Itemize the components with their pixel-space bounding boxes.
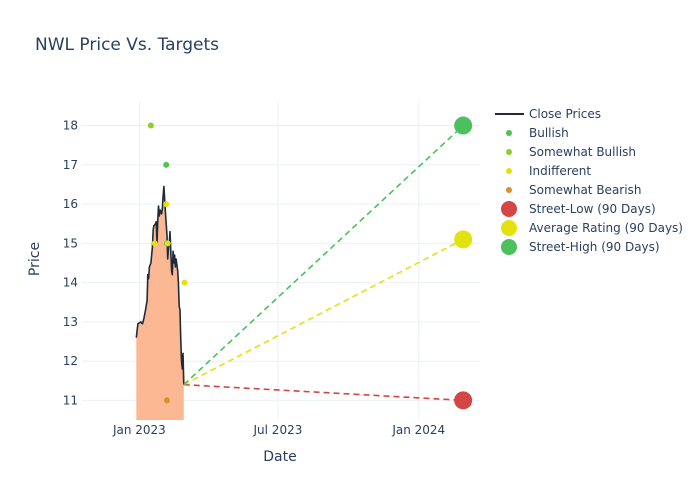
legend-swatch-dot bbox=[506, 187, 512, 193]
x-tick-label: Jul 2023 bbox=[253, 423, 303, 437]
rating-point bbox=[147, 122, 154, 129]
x-tick-label: Jan 2024 bbox=[391, 423, 445, 437]
legend-label: Street-Low (90 Days) bbox=[529, 202, 656, 216]
legend-label: Bullish bbox=[529, 126, 569, 140]
target-projection-line bbox=[183, 383, 464, 402]
legend-swatch-dot bbox=[506, 168, 512, 174]
legend-swatch-marker bbox=[501, 201, 517, 217]
y-tick-label: 18 bbox=[63, 119, 78, 133]
legend: Close Prices Bullish Somewhat Bullish Indif… bbox=[495, 107, 683, 255]
legend-label: Somewhat Bullish bbox=[529, 145, 636, 159]
x-axis-ticks: Jan 2023 Jul 2023 Jan 2024 bbox=[112, 423, 445, 437]
legend-swatch-marker bbox=[501, 220, 517, 236]
target-marker bbox=[454, 116, 473, 135]
legend-label: Somewhat Bearish bbox=[529, 183, 641, 197]
legend-label: Indifferent bbox=[529, 164, 591, 178]
y-axis-ticks: 11 12 13 14 15 16 17 18 bbox=[63, 119, 78, 408]
y-tick-label: 13 bbox=[63, 315, 78, 329]
y-tick-label: 17 bbox=[63, 158, 78, 172]
legend-swatch-dot bbox=[506, 130, 512, 136]
y-tick-label: 15 bbox=[63, 236, 78, 250]
plot-area bbox=[135, 116, 473, 420]
rating-point bbox=[163, 397, 170, 404]
rating-point bbox=[163, 161, 170, 168]
legend-swatch-dot bbox=[506, 149, 512, 155]
legend-label: Street-High (90 Days) bbox=[529, 240, 660, 254]
y-tick-label: 14 bbox=[63, 276, 78, 290]
target-projection-line bbox=[183, 238, 464, 386]
rating-point bbox=[151, 240, 158, 247]
y-tick-label: 11 bbox=[63, 393, 78, 407]
target-marker bbox=[454, 391, 473, 410]
target-projection-line bbox=[183, 124, 464, 386]
legend-label: Close Prices bbox=[529, 107, 601, 121]
y-tick-label: 12 bbox=[63, 354, 78, 368]
y-tick-label: 16 bbox=[63, 197, 78, 211]
close-price-area bbox=[136, 186, 184, 420]
rating-point bbox=[181, 279, 188, 286]
close-price-line bbox=[135, 185, 185, 385]
legend-label: Average Rating (90 Days) bbox=[529, 221, 683, 235]
rating-point bbox=[163, 201, 170, 208]
target-marker bbox=[454, 230, 473, 249]
x-axis-label: Date bbox=[263, 449, 296, 465]
chart-title: NWL Price Vs. Targets bbox=[35, 35, 219, 55]
x-tick-label: Jan 2023 bbox=[112, 423, 166, 437]
rating-point bbox=[164, 240, 171, 247]
legend-swatch-marker bbox=[501, 239, 517, 255]
y-axis-label: Price bbox=[27, 242, 43, 276]
